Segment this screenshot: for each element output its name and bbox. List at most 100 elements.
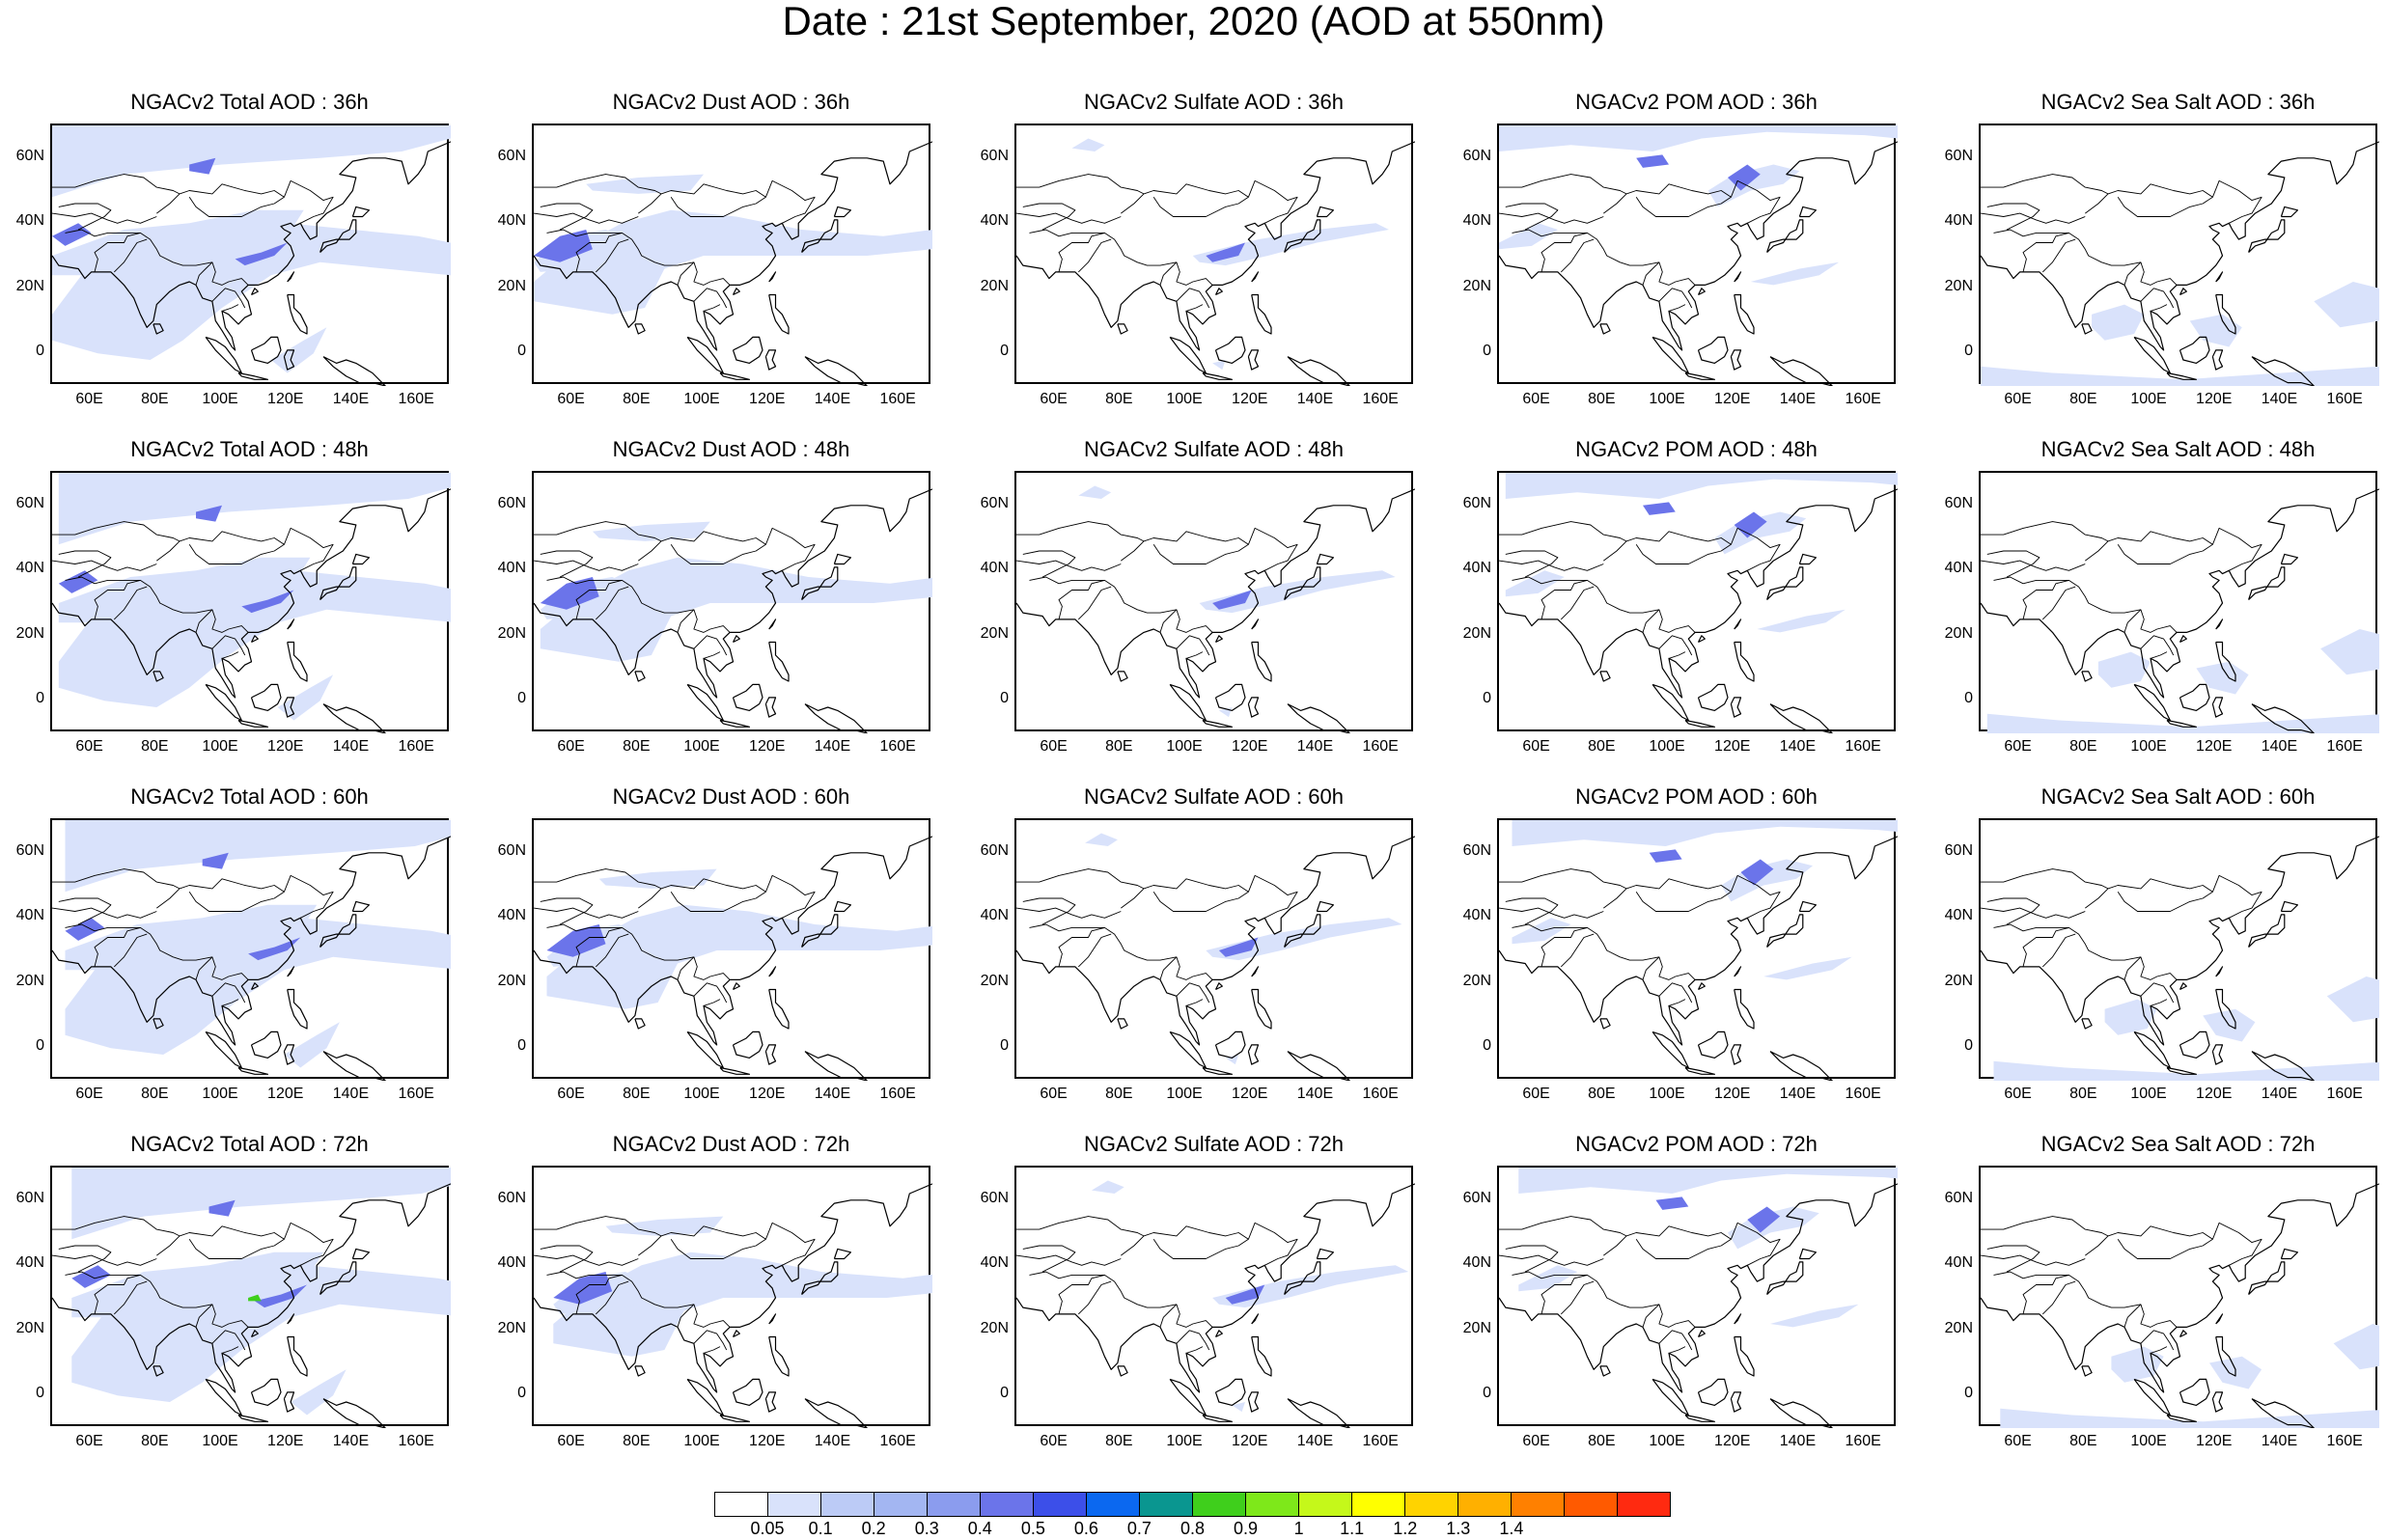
country-border — [283, 179, 334, 224]
country-border — [1247, 874, 1298, 919]
country-border — [1077, 586, 1112, 620]
country-border — [1603, 531, 1732, 564]
colorbar-box — [1458, 1493, 1512, 1516]
coastline — [732, 288, 740, 296]
country-border — [595, 586, 629, 620]
coastline — [1251, 1335, 1272, 1377]
lon-tick-label: 140E — [1296, 1433, 1334, 1449]
coastline — [768, 619, 777, 630]
coastline — [2215, 641, 2236, 682]
coastline — [287, 271, 295, 283]
country-border — [1505, 550, 1559, 578]
coastline — [1730, 1391, 1742, 1413]
country-border — [1022, 897, 1076, 925]
map-panel-total — [50, 471, 451, 733]
lon-tick-label: 100E — [202, 1086, 238, 1102]
country-border — [1642, 956, 1660, 980]
country-border — [693, 635, 728, 656]
aod-shading-light — [1499, 223, 1558, 250]
coastline — [1316, 206, 1334, 218]
lat-tick-label: 20N — [1944, 277, 1973, 294]
coastline — [2179, 288, 2187, 296]
coastline — [322, 356, 386, 386]
aod-shading-light — [1770, 1304, 1859, 1328]
country-border — [195, 609, 213, 633]
country-border — [546, 923, 731, 980]
country-border — [2150, 999, 2168, 1006]
lon-tick-label: 160E — [2326, 1433, 2363, 1449]
country-border — [534, 1254, 639, 1266]
lon-tick-label: 160E — [1845, 1086, 1881, 1102]
country-border — [52, 1216, 180, 1237]
country-border — [1658, 1330, 1693, 1351]
coastline — [351, 206, 370, 218]
coastline — [1734, 966, 1742, 977]
lon-tick-label: 140E — [1779, 738, 1817, 755]
aod-shading-strong — [202, 852, 229, 869]
country-border — [1159, 609, 1178, 633]
coastline — [287, 966, 295, 977]
colorbar-box — [715, 1493, 768, 1516]
country-border — [2041, 586, 2076, 620]
lon-tick-label: 100E — [2130, 1433, 2167, 1449]
coastline — [1287, 703, 1350, 733]
coastline — [2179, 1330, 2187, 1338]
lat-tick-label: 0 — [517, 343, 526, 360]
coastline — [1247, 697, 1260, 718]
colorbar-box — [1246, 1493, 1299, 1516]
coastline — [768, 641, 790, 682]
lon-tick-label: 120E — [1232, 391, 1268, 407]
aod-shading-light — [71, 1168, 451, 1240]
lat-tick-label: 20N — [15, 624, 44, 642]
lon-tick-label: 80E — [1588, 738, 1616, 755]
country-border — [2041, 1280, 2076, 1315]
map-canvas — [1016, 485, 1415, 733]
country-border — [1077, 238, 1112, 273]
country-border — [534, 907, 639, 919]
lon-tick-label: 160E — [398, 738, 434, 755]
lat-tick-label: 20N — [497, 972, 526, 989]
coastline — [2280, 900, 2298, 913]
lon-tick-label: 120E — [749, 1086, 786, 1102]
map-panel-sulfate — [1014, 1166, 1415, 1428]
lon-tick-label: 140E — [332, 738, 370, 755]
coastline — [1016, 836, 1415, 1046]
colorbar-tick-label: 1.2 — [1393, 1519, 1418, 1538]
coastline — [1769, 1398, 1833, 1428]
map-canvas — [1499, 1168, 1898, 1428]
aod-shading-light — [1505, 473, 1898, 499]
aod-shading-light — [2104, 999, 2157, 1035]
country-border — [2123, 1304, 2142, 1328]
coastline — [287, 293, 308, 335]
coastline — [351, 900, 370, 913]
country-border — [1029, 229, 1213, 286]
country-border — [94, 232, 141, 273]
lat-tick-label: 40N — [497, 560, 526, 577]
colorbar-box — [1034, 1493, 1087, 1516]
country-border — [1029, 1271, 1213, 1328]
lat-tick-label: 60N — [1462, 1189, 1491, 1206]
aod-shading-strong — [534, 230, 593, 262]
country-border — [113, 1280, 148, 1315]
coastline — [322, 703, 386, 733]
country-border — [52, 1254, 157, 1266]
coastline — [686, 1031, 724, 1069]
coastline — [2280, 206, 2298, 218]
lon-tick-label: 80E — [2069, 738, 2097, 755]
lat-tick-label: 0 — [36, 1385, 44, 1402]
country-border — [1512, 923, 1696, 980]
lon-tick-label: 80E — [623, 1433, 651, 1449]
coastline — [2081, 671, 2093, 682]
coastline — [1981, 836, 2379, 1046]
lon-tick-label: 60E — [1522, 1086, 1550, 1102]
country-border — [1560, 586, 1595, 620]
map-panel-seasalt — [1979, 818, 2379, 1081]
country-border — [94, 1274, 141, 1315]
country-border — [58, 897, 112, 925]
lon-tick-label: 60E — [75, 1433, 103, 1449]
aod-shading-light — [1986, 713, 2379, 733]
coastline — [686, 1378, 724, 1416]
country-border — [2140, 288, 2175, 309]
lat-tick-label: 0 — [36, 690, 44, 707]
coastline — [52, 141, 451, 351]
